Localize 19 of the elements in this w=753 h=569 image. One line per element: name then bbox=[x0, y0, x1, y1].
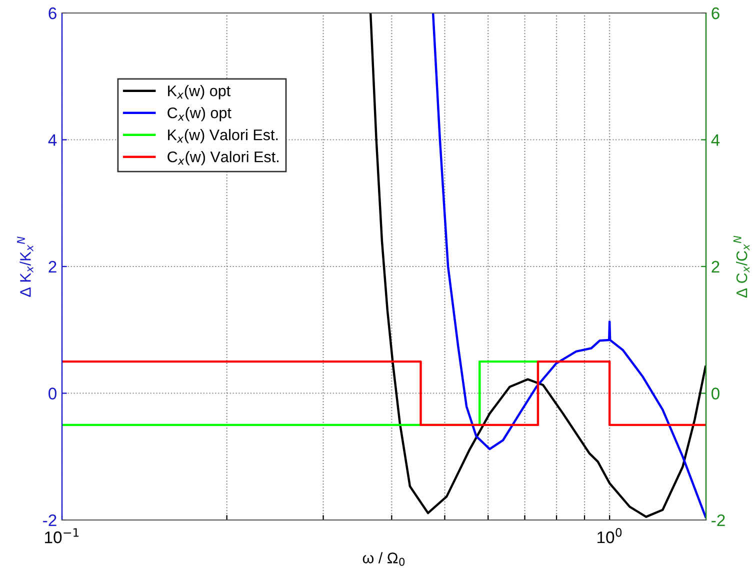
y-tick-label: 0 bbox=[48, 388, 56, 400]
y-tick-label: 2 bbox=[48, 260, 56, 273]
y-axis-title: Δ K$_{x}$/K$_{x}$$^{N}$ bbox=[17, 236, 34, 297]
x-axis-title: ω / Ω$_{0}$ bbox=[362, 552, 405, 566]
y2-tick-label: 2 bbox=[712, 260, 720, 273]
legend-label: K$_{x}$(w) Valori Est. bbox=[168, 129, 278, 144]
y2-tick-label: 0 bbox=[712, 388, 720, 400]
y2-tick-label: 6 bbox=[712, 7, 720, 20]
y2-axis-title: Δ C$_{x}$/C$_{x}$$^{N}$ bbox=[733, 236, 750, 298]
legend-label: K$_{x}$(w) opt bbox=[168, 85, 230, 100]
legend-label: C$_{x}$(w) Valori Est. bbox=[168, 151, 278, 166]
y2-tick-label: 4 bbox=[711, 134, 720, 146]
x-tick-label: 10$^{−1}$ bbox=[45, 528, 79, 544]
x-tick-label: 10$^{0}$ bbox=[598, 528, 622, 544]
y2-tick-label: -2 bbox=[712, 514, 725, 526]
y-tick-label: 6 bbox=[48, 7, 56, 20]
y-tick-label: -2 bbox=[43, 514, 56, 526]
legend-label: C$_{x}$(w) opt bbox=[168, 107, 232, 122]
y-tick-label: 4 bbox=[48, 134, 57, 146]
